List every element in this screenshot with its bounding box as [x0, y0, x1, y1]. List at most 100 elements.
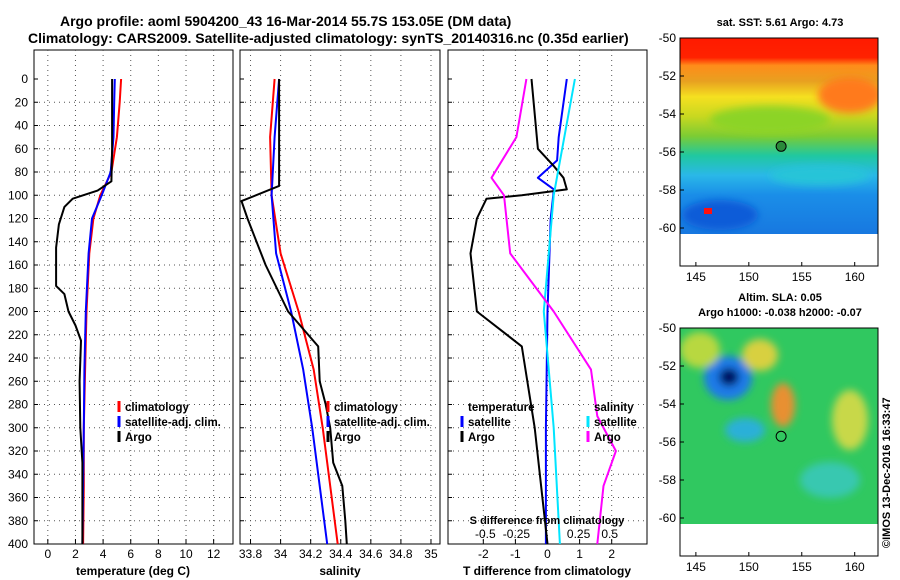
map-x-tick-label: 145 — [686, 270, 706, 284]
depth-tick-label: 140 — [8, 235, 28, 249]
difference-legend: temperature satellite Argo salinity sate… — [460, 402, 637, 444]
x-tick-label: 0 — [544, 547, 551, 561]
depth-tick-label: 400 — [8, 537, 28, 551]
map-y-tick-label: -56 — [659, 435, 677, 449]
temperature-plot-frame — [33, 49, 234, 545]
x-tick-label: 2 — [608, 547, 615, 561]
legend-label-argo: Argo — [334, 432, 361, 444]
map-y-tick-label: -58 — [659, 473, 677, 487]
salinity-legend: climatology satellite-adj. clim. Argo — [326, 401, 430, 444]
salinity-line-climatology — [269, 78, 339, 545]
map-y-tick-label: -60 — [659, 221, 677, 235]
sla-cyan-patch — [800, 462, 860, 498]
x-tick-label: 33.8 — [239, 547, 263, 561]
depth-tick-label: 40 — [15, 119, 29, 133]
x-tick-label: 6 — [127, 547, 134, 561]
map-x-tick-label: 150 — [739, 560, 759, 574]
map-x-tick-label: 155 — [792, 270, 812, 284]
depth-tick-label: 220 — [8, 328, 28, 342]
sst-map-axes: 145 150 155 160 -50 -52 -54 -56 -58 -60 — [659, 31, 865, 284]
legend-title-temperature: temperature — [468, 402, 534, 414]
difference-line-salinity-argo — [490, 78, 617, 545]
sst-cyan-patch — [770, 165, 870, 185]
depth-tick-label: 320 — [8, 444, 28, 458]
legend-label-climatology: climatology — [125, 402, 190, 414]
x-tick-label: 1 — [576, 547, 583, 561]
depth-tick-label: 0 — [21, 72, 28, 86]
depth-tick-label: 60 — [15, 142, 29, 156]
x-tick-label: 0 — [44, 547, 51, 561]
x-tick-label: 34 — [274, 547, 288, 561]
map-y-tick-label: -52 — [659, 359, 677, 373]
legend-label-argo: Argo — [125, 432, 152, 444]
map-y-tick-label: -54 — [659, 107, 677, 121]
legend-label-temperature-satellite: satellite — [468, 417, 511, 429]
x-tick-label: 8 — [155, 547, 162, 561]
sst-nodata-band — [680, 234, 878, 266]
sla-map-axes: 145 150 155 160 -50 -52 -54 -56 -58 -60 — [659, 321, 865, 574]
x-tick-label: 34.6 — [359, 547, 383, 561]
legend-label-climatology: climatology — [334, 402, 399, 414]
x-tick-label: -1 — [510, 547, 521, 561]
x-tick-label: 34.8 — [389, 547, 413, 561]
map-y-tick-label: -58 — [659, 183, 677, 197]
sla-yellow-patch — [742, 339, 778, 371]
sst-orange-patch — [818, 77, 878, 113]
title-line-2: Climatology: CARS2009. Satellite-adjuste… — [28, 30, 629, 46]
depth-tick-label: 240 — [8, 351, 28, 365]
sst-map-title: sat. SST: 5.61 Argo: 4.73 — [717, 17, 844, 29]
salinity-xlabel: salinity — [319, 564, 361, 578]
x-axes: 0 2 4 6 8 10 12 33.8 34 34.2 34.4 34.6 34.8 35 -2 -1 0 1 2… — [44, 527, 618, 561]
salinity-plot-frame — [239, 49, 441, 545]
sla-argo-marker — [775, 430, 787, 442]
x-tick-label: 34.4 — [329, 547, 353, 561]
depth-axis: 0 20 40 60 80 100 120 140 160 180 200 220 240 260 280 3… — [8, 72, 452, 551]
depth-tick-label: 100 — [8, 188, 28, 202]
legend-label-salinity-satellite: satellite — [594, 417, 637, 429]
title-line-1: Argo profile: aoml 5904200_43 16-Mar-201… — [60, 13, 511, 29]
grid-layer — [34, 50, 647, 544]
sla-yellow-patch-3 — [832, 390, 868, 450]
depth-tick-label: 180 — [8, 281, 28, 295]
depth-tick-label: 80 — [15, 165, 29, 179]
sla-map-subtitle: Argo h1000: -0.038 h2000: -0.07 — [698, 307, 862, 319]
map-x-tick-label: 160 — [845, 270, 865, 284]
temperature-line-climatology — [82, 78, 123, 545]
legend-label-satellite-adj: satellite-adj. clim. — [334, 417, 430, 429]
salinity-line-argo — [240, 79, 348, 545]
legend-label-satellite-adj: satellite-adj. clim. — [125, 417, 221, 429]
temperature-legend: climatology satellite-adj. clim. Argo — [117, 401, 221, 444]
map-x-tick-label: 145 — [686, 560, 706, 574]
depth-tick-label: 380 — [8, 514, 28, 528]
x-tick-label: 35 — [424, 547, 438, 561]
map-y-tick-label: -50 — [659, 31, 677, 45]
sst-warm-tongue — [710, 106, 830, 134]
sst-map — [680, 38, 878, 234]
map-x-tick-label: 150 — [739, 270, 759, 284]
legend-label-salinity-argo: Argo — [594, 432, 621, 444]
depth-tick-label: 160 — [8, 258, 28, 272]
depth-tick-label: 200 — [8, 305, 28, 319]
depth-tick-label: 340 — [8, 467, 28, 481]
s-difference-tick-label: 0.5 — [601, 527, 618, 541]
s-difference-tick-label: -0.5 — [475, 527, 496, 541]
temperature-xlabel: temperature (deg C) — [76, 564, 190, 578]
legend-label-temperature-argo: Argo — [468, 432, 495, 444]
sla-blue-patch — [725, 418, 765, 442]
s-difference-tick-label: -0.25 — [503, 527, 531, 541]
sla-map — [680, 328, 878, 524]
sst-cold-patch — [682, 200, 758, 230]
map-y-tick-label: -52 — [659, 69, 677, 83]
difference-s-xlabel: S difference from climatology — [470, 515, 626, 527]
temperature-line-satellite-adj-clim- — [81, 78, 116, 545]
difference-xlabel: T difference from climatology — [463, 564, 631, 578]
map-x-tick-label: 160 — [845, 560, 865, 574]
map-x-tick-label: 155 — [792, 560, 812, 574]
sla-yellow-patch-2 — [680, 332, 720, 368]
temperature-line-argo — [55, 79, 114, 544]
imos-watermark: ©IMOS 13-Dec-2016 16:33:47 — [881, 397, 893, 548]
x-tick-label: 4 — [100, 547, 107, 561]
x-tick-label: 12 — [207, 547, 221, 561]
sla-high-patch — [771, 383, 795, 427]
